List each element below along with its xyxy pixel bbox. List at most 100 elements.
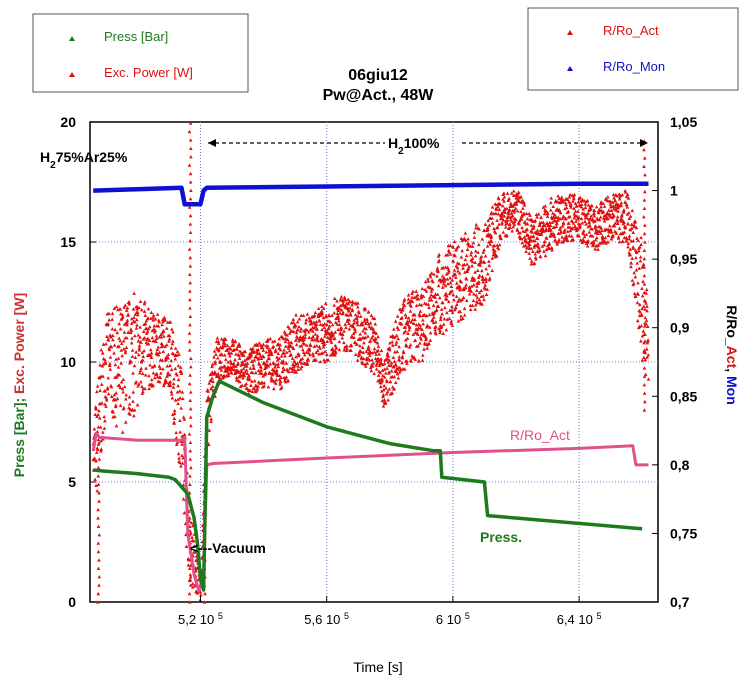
exc-power-point	[413, 338, 418, 342]
exc-power-point	[215, 336, 220, 340]
exc-power-point	[251, 363, 255, 367]
exc-power-point	[633, 219, 638, 224]
exc-power-point	[531, 226, 536, 230]
exc-power-point	[574, 203, 579, 208]
exc-power-point	[135, 402, 140, 407]
exc-power-point	[564, 233, 569, 238]
exc-power-point	[97, 416, 102, 420]
exc-power-point	[131, 307, 136, 311]
exc-power-point	[629, 264, 633, 269]
exc-power-point	[566, 209, 571, 214]
exc-power-point	[639, 339, 643, 343]
exc-power-point	[176, 397, 180, 401]
exc-power-spike-point	[187, 432, 192, 436]
exc-power-point	[177, 456, 181, 460]
exc-power-point	[297, 317, 302, 321]
exc-power-point	[446, 299, 451, 304]
x-tick-label: 5,6 10 5	[304, 611, 349, 627]
exc-power-point	[381, 394, 385, 399]
exc-power-point	[162, 334, 166, 338]
exc-power-point	[294, 342, 299, 347]
exc-power-point	[439, 324, 444, 328]
exc-power-point	[178, 396, 182, 400]
exc-power-point	[466, 243, 471, 248]
exc-power-point	[617, 226, 622, 230]
exc-power-point	[360, 320, 364, 325]
exc-power-point	[288, 343, 293, 347]
exc-power-point	[421, 353, 425, 357]
exc-power-point	[593, 247, 597, 251]
exc-power-point	[497, 242, 502, 247]
exc-power-point	[445, 294, 449, 298]
exc-power-point	[126, 313, 130, 317]
exc-power-point	[219, 337, 224, 341]
exc-power-point	[165, 326, 169, 330]
exc-power-point	[450, 304, 454, 309]
exc-power-point	[599, 204, 603, 209]
exc-power-point	[110, 311, 115, 316]
exc-power-point	[448, 280, 453, 285]
exc-power-point	[472, 292, 476, 296]
exc-power-point	[155, 336, 159, 341]
exc-power-point	[608, 202, 613, 206]
exc-power-point	[352, 321, 356, 325]
exc-power-point	[340, 336, 345, 340]
exc-power-point	[630, 278, 635, 282]
exc-power-point	[529, 246, 533, 250]
exc-power-point	[609, 208, 613, 212]
exc-power-point	[268, 362, 272, 366]
exc-power-point	[601, 241, 605, 245]
exc-power-point	[477, 280, 481, 284]
exc-power-point	[106, 376, 111, 380]
exc-power-point	[602, 216, 606, 221]
exc-power-point	[410, 295, 414, 299]
exc-power-point	[392, 327, 396, 331]
exc-power-point	[478, 261, 482, 265]
exc-power-point	[222, 353, 227, 357]
exc-power-spike-point	[96, 482, 101, 486]
exc-power-point	[123, 303, 128, 307]
exc-power-point	[513, 206, 518, 211]
exc-power-point	[403, 325, 408, 329]
exc-power-point	[274, 381, 278, 385]
exc-power-point	[589, 214, 593, 218]
exc-power-point	[429, 292, 434, 297]
exc-power-point	[449, 321, 453, 325]
exc-power-point	[248, 366, 253, 370]
exc-power-point	[181, 497, 186, 501]
exc-power-point	[315, 327, 319, 331]
exc-power-point	[226, 371, 231, 375]
exc-power-point	[145, 329, 150, 333]
exc-power-point	[291, 346, 296, 351]
exc-power-point	[371, 334, 375, 338]
exc-power-point	[119, 341, 124, 345]
exc-power-point	[592, 211, 596, 215]
exc-power-point	[446, 281, 450, 286]
exc-power-spike-point	[97, 533, 102, 537]
exc-power-point	[313, 310, 318, 315]
exc-power-point	[434, 299, 439, 304]
exc-power-point	[242, 358, 247, 363]
exc-power-point	[555, 221, 559, 225]
exc-power-point	[302, 342, 307, 346]
exc-power-point	[548, 220, 552, 224]
exc-power-point	[213, 359, 217, 364]
exc-power-point	[554, 224, 559, 229]
exc-power-point	[352, 318, 356, 322]
exc-power-point	[263, 370, 268, 375]
exc-power-point	[372, 371, 376, 376]
exc-power-point	[482, 228, 486, 232]
exc-power-point	[545, 214, 550, 219]
exc-power-point	[501, 203, 505, 208]
exc-power-point	[330, 313, 334, 317]
exc-power-point	[611, 207, 616, 211]
exc-power-point	[115, 374, 119, 379]
exc-power-point	[318, 322, 323, 326]
exc-power-point	[233, 339, 238, 343]
exc-power-point	[170, 342, 175, 346]
exc-power-point	[490, 268, 494, 273]
exc-power-point	[385, 366, 389, 370]
exc-power-point	[257, 356, 261, 361]
exc-power-point	[616, 221, 620, 225]
exc-power-point	[473, 270, 477, 274]
